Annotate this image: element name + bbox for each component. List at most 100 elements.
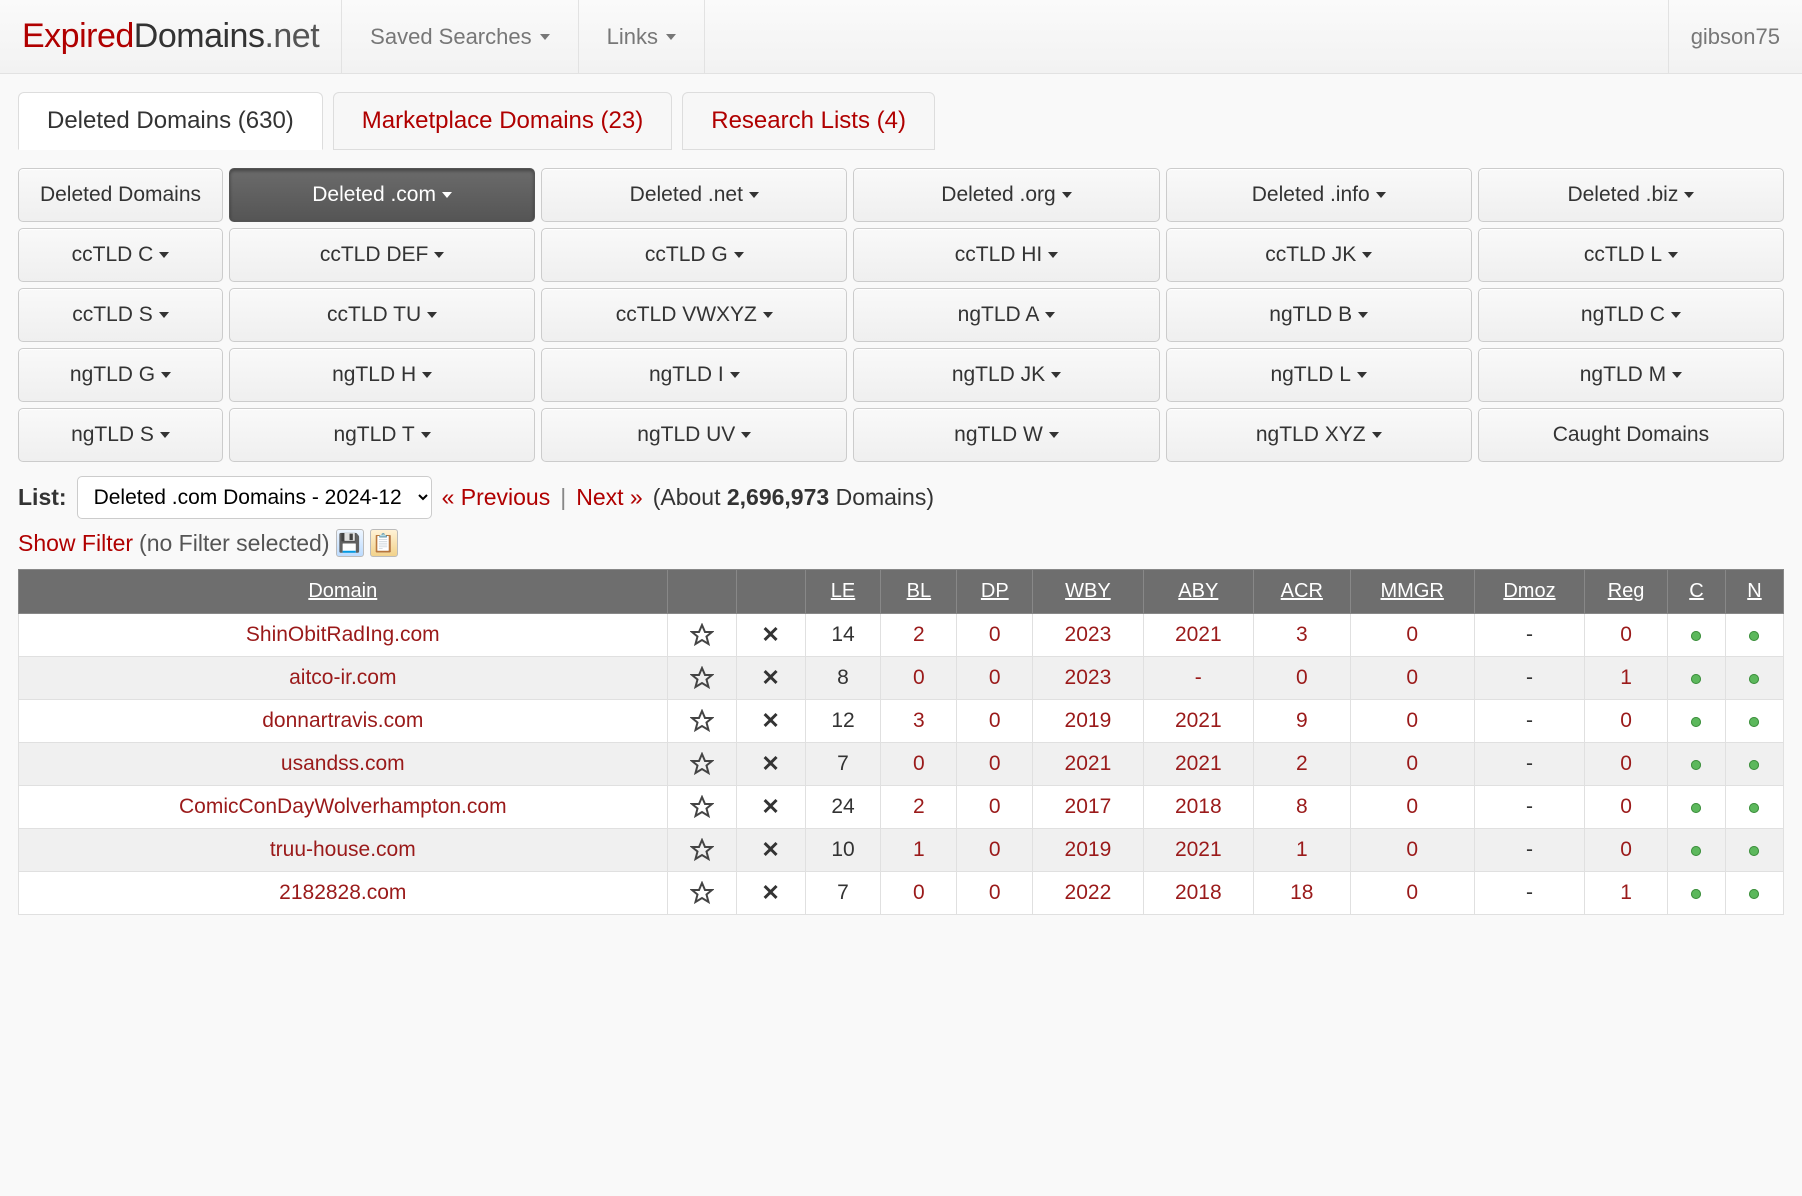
cell-acr: 3	[1254, 614, 1351, 657]
tld-btn-4-3[interactable]: ngTLD W	[853, 408, 1159, 462]
cell-domain[interactable]: ShinObitRadIng.com	[19, 614, 668, 657]
tld-btn-1-5[interactable]: ccTLD L	[1478, 228, 1784, 282]
nav-links[interactable]: Links	[579, 0, 705, 73]
show-filter-link[interactable]: Show Filter	[18, 530, 133, 557]
chevron-down-icon	[730, 372, 740, 378]
tld-btn-1-4[interactable]: ccTLD JK	[1166, 228, 1472, 282]
cell-dmoz: -	[1474, 829, 1584, 872]
remove-icon[interactable]: ✕	[736, 614, 805, 657]
col-dmoz[interactable]: Dmoz	[1474, 570, 1584, 614]
cell-wby: 2023	[1033, 614, 1143, 657]
remove-icon[interactable]: ✕	[736, 743, 805, 786]
cell-mmgr: 0	[1350, 657, 1474, 700]
logo-red: Expired	[22, 17, 134, 56]
chevron-down-icon	[1358, 312, 1368, 318]
list-select[interactable]: Deleted .com Domains - 2024-12	[77, 476, 432, 519]
tld-btn-3-1[interactable]: ngTLD H	[229, 348, 535, 402]
col-dp[interactable]: DP	[957, 570, 1033, 614]
cell-domain[interactable]: usandss.com	[19, 743, 668, 786]
tld-btn-0-0[interactable]: Deleted Domains	[18, 168, 223, 222]
col-c[interactable]: C	[1667, 570, 1725, 614]
table-row: ComicConDayWolverhampton.com✕24202017201…	[19, 786, 1784, 829]
cell-c	[1667, 700, 1725, 743]
cell-domain[interactable]: truu-house.com	[19, 829, 668, 872]
tld-btn-2-3[interactable]: ngTLD A	[853, 288, 1159, 342]
nav-user[interactable]: gibson75	[1669, 0, 1802, 73]
clipboard-icon[interactable]: 📋	[370, 529, 398, 557]
tld-btn-2-5[interactable]: ngTLD C	[1478, 288, 1784, 342]
tld-btn-4-0[interactable]: ngTLD S	[18, 408, 223, 462]
tab-2[interactable]: Research Lists (4)	[682, 92, 935, 150]
col-mmgr[interactable]: MMGR	[1350, 570, 1474, 614]
chevron-down-icon	[421, 432, 431, 438]
col-reg[interactable]: Reg	[1585, 570, 1668, 614]
star-icon[interactable]	[667, 743, 736, 786]
tld-btn-1-1[interactable]: ccTLD DEF	[229, 228, 535, 282]
tld-btn-4-4[interactable]: ngTLD XYZ	[1166, 408, 1472, 462]
cell-n	[1725, 829, 1783, 872]
tld-btn-2-1[interactable]: ccTLD TU	[229, 288, 535, 342]
nav-saved-searches[interactable]: Saved Searches	[342, 0, 578, 73]
tld-btn-2-0[interactable]: ccTLD S	[18, 288, 223, 342]
col-n[interactable]: N	[1725, 570, 1783, 614]
tld-btn-4-1[interactable]: ngTLD T	[229, 408, 535, 462]
tld-btn-1-0[interactable]: ccTLD C	[18, 228, 223, 282]
cell-domain[interactable]: 2182828.com	[19, 872, 668, 915]
cell-reg: 0	[1585, 829, 1668, 872]
col-domain[interactable]: Domain	[19, 570, 668, 614]
tld-btn-3-0[interactable]: ngTLD G	[18, 348, 223, 402]
cell-wby: 2017	[1033, 786, 1143, 829]
tld-btn-2-2[interactable]: ccTLD VWXYZ	[541, 288, 847, 342]
tld-filter-grid: Deleted DomainsDeleted .comDeleted .netD…	[18, 168, 1784, 462]
tld-btn-3-2[interactable]: ngTLD I	[541, 348, 847, 402]
chevron-down-icon	[159, 252, 169, 258]
tld-btn-0-3[interactable]: Deleted .org	[853, 168, 1159, 222]
col-aby[interactable]: ABY	[1143, 570, 1253, 614]
tld-btn-3-5[interactable]: ngTLD M	[1478, 348, 1784, 402]
tld-btn-0-2[interactable]: Deleted .net	[541, 168, 847, 222]
star-icon[interactable]	[667, 829, 736, 872]
save-icon[interactable]: 💾	[336, 529, 364, 557]
tld-btn-1-2[interactable]: ccTLD G	[541, 228, 847, 282]
cell-domain[interactable]: donnartravis.com	[19, 700, 668, 743]
cell-bl: 0	[881, 872, 957, 915]
logo[interactable]: ExpiredDomains.net	[0, 0, 342, 73]
col-le[interactable]: LE	[805, 570, 881, 614]
tld-btn-3-4[interactable]: ngTLD L	[1166, 348, 1472, 402]
cell-acr: 1	[1254, 829, 1351, 872]
chevron-down-icon	[434, 252, 444, 258]
col-wby[interactable]: WBY	[1033, 570, 1143, 614]
tld-btn-0-5[interactable]: Deleted .biz	[1478, 168, 1784, 222]
tld-btn-0-4[interactable]: Deleted .info	[1166, 168, 1472, 222]
star-icon[interactable]	[667, 614, 736, 657]
remove-icon[interactable]: ✕	[736, 657, 805, 700]
domain-table: Domain LEBLDPWBYABYACRMMGRDmozRegCN ShinO…	[18, 569, 1784, 915]
cell-acr: 8	[1254, 786, 1351, 829]
remove-icon[interactable]: ✕	[736, 786, 805, 829]
cell-le: 24	[805, 786, 881, 829]
remove-icon[interactable]: ✕	[736, 829, 805, 872]
tld-btn-0-1[interactable]: Deleted .com	[229, 168, 535, 222]
prev-link[interactable]: « Previous	[442, 484, 551, 511]
star-icon[interactable]	[667, 872, 736, 915]
remove-icon[interactable]: ✕	[736, 700, 805, 743]
next-link[interactable]: Next »	[576, 484, 642, 511]
tld-btn-4-2[interactable]: ngTLD UV	[541, 408, 847, 462]
no-filter-text: (no Filter selected)	[139, 530, 329, 557]
col-bl[interactable]: BL	[881, 570, 957, 614]
tab-1[interactable]: Marketplace Domains (23)	[333, 92, 672, 150]
tld-btn-2-4[interactable]: ngTLD B	[1166, 288, 1472, 342]
tld-btn-1-3[interactable]: ccTLD HI	[853, 228, 1159, 282]
cell-domain[interactable]: aitco-ir.com	[19, 657, 668, 700]
col-acr[interactable]: ACR	[1254, 570, 1351, 614]
chevron-down-icon	[1684, 192, 1694, 198]
remove-icon[interactable]: ✕	[736, 872, 805, 915]
tld-btn-3-3[interactable]: ngTLD JK	[853, 348, 1159, 402]
cell-domain[interactable]: ComicConDayWolverhampton.com	[19, 786, 668, 829]
star-icon[interactable]	[667, 786, 736, 829]
star-icon[interactable]	[667, 657, 736, 700]
tld-btn-4-5[interactable]: Caught Domains	[1478, 408, 1784, 462]
tld-row-4: ngTLD SngTLD TngTLD UVngTLD WngTLD XYZCa…	[18, 408, 1784, 462]
tab-0[interactable]: Deleted Domains (630)	[18, 92, 323, 150]
star-icon[interactable]	[667, 700, 736, 743]
